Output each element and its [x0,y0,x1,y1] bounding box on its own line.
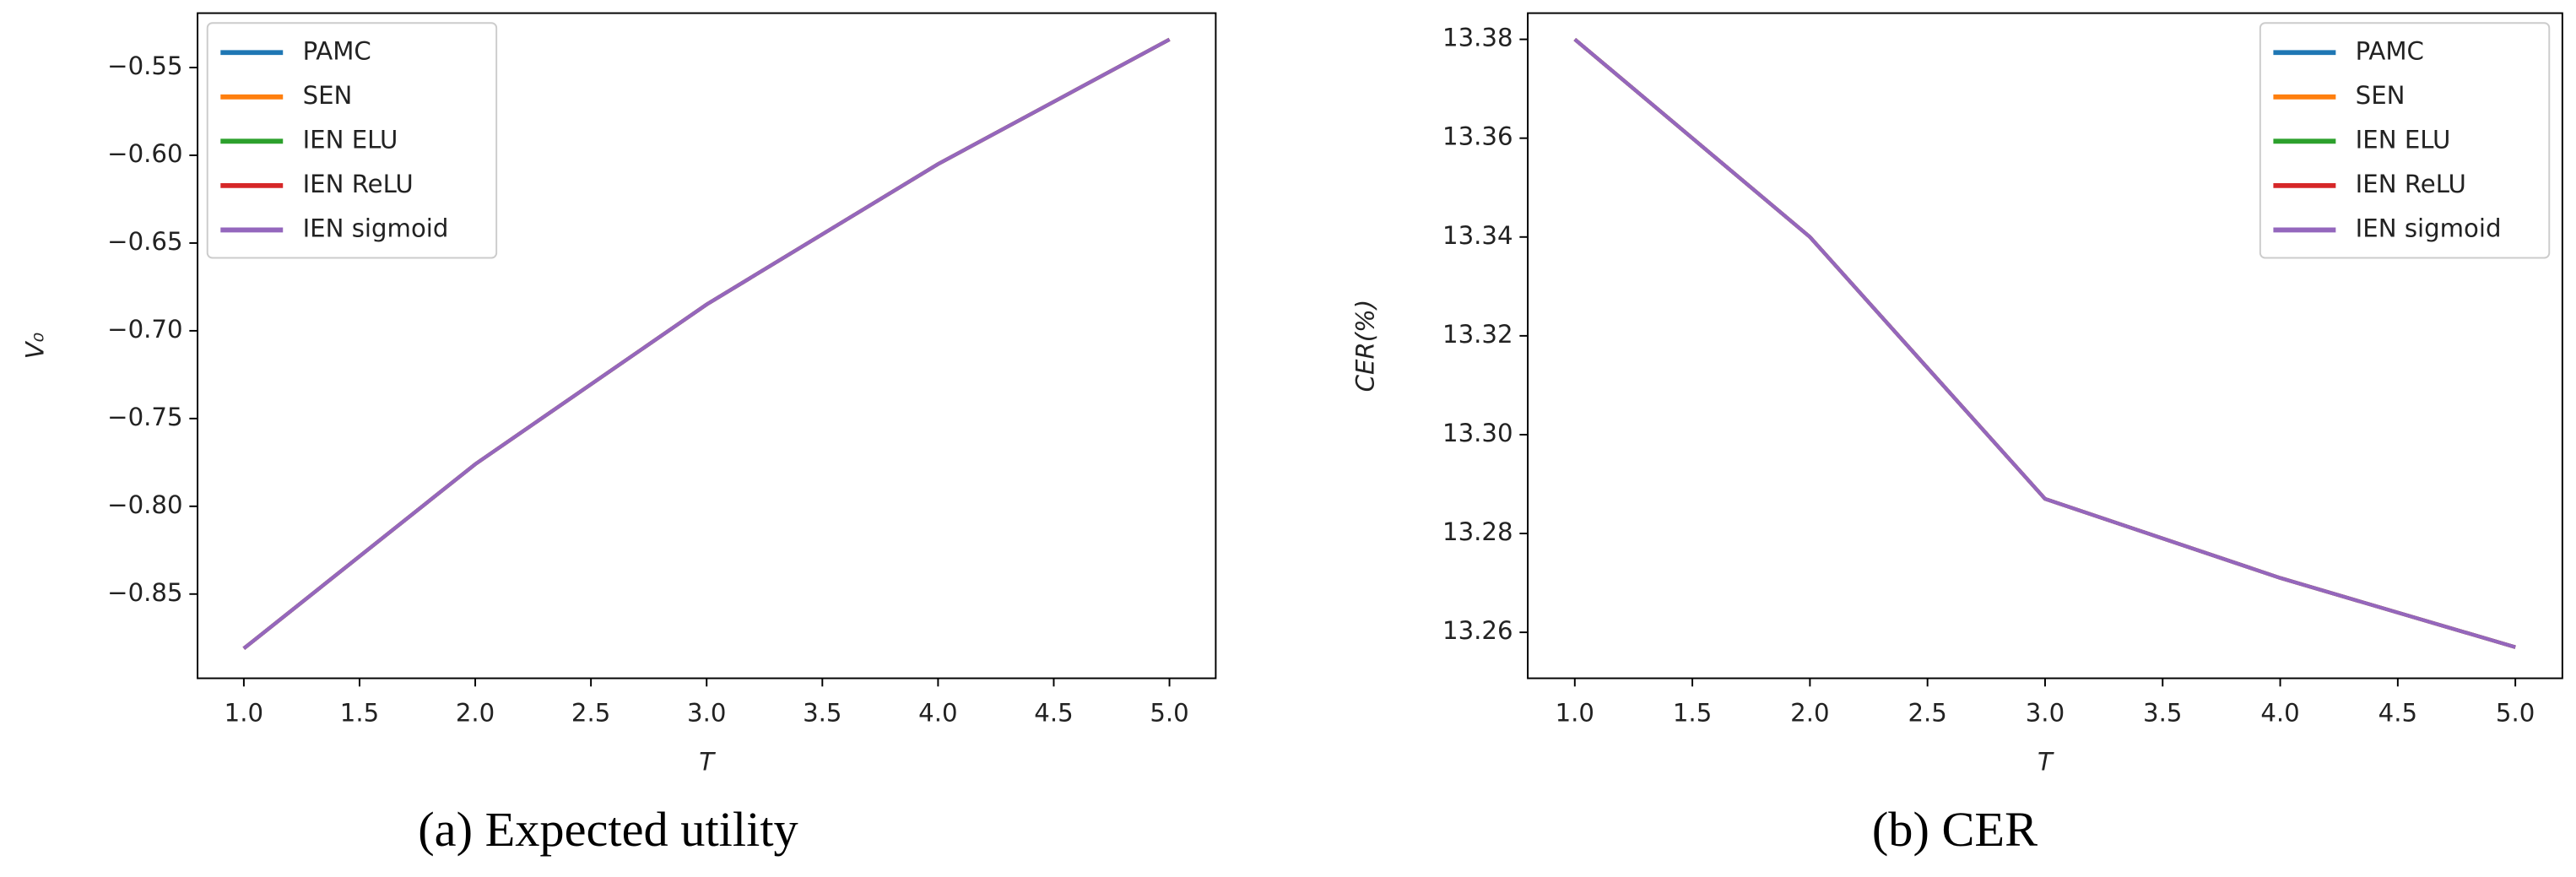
legend-label: IEN ReLU [2356,170,2466,198]
legend-label: IEN ELU [303,125,398,154]
y-tick-label: 13.30 [1442,419,1513,447]
x-tick-label: 3.0 [687,698,726,727]
legend-label: PAMC [303,36,371,65]
y-tick-label: −0.80 [107,490,182,519]
x-tick-label: 4.5 [1034,698,1073,727]
x-tick-label: 4.0 [918,698,957,727]
caption: (b) CER [1872,802,2038,857]
y-tick-label: −0.75 [107,403,182,431]
legend-label: IEN sigmoid [2356,214,2502,242]
y-axis-label: CER(%) [1350,300,1379,392]
y-tick-label: −0.55 [107,51,182,80]
x-axis-label: T [699,748,716,777]
y-axis-label: V₀ [20,332,49,359]
y-tick-label: 13.38 [1442,24,1513,52]
x-axis-label: T [2038,748,2054,777]
x-tick-label: 2.0 [1790,698,1829,727]
x-tick-label: 1.5 [1673,698,1712,727]
x-tick-label: 2.0 [456,698,495,727]
y-tick-label: 13.32 [1442,320,1513,349]
legend-label: IEN ELU [2356,125,2451,154]
x-tick-label: 1.0 [1556,698,1594,727]
x-tick-label: 2.5 [571,698,610,727]
y-tick-label: 13.28 [1442,517,1513,546]
caption: (a) Expected utility [418,802,798,857]
legend-box [2259,22,2551,259]
x-tick-label: 5.0 [1150,698,1188,727]
x-tick-label: 2.5 [1908,698,1946,727]
legend-label: IEN sigmoid [303,214,449,242]
legend-box [206,22,498,259]
y-tick-label: −0.65 [107,227,182,256]
y-tick-label: −0.60 [107,139,182,168]
x-tick-label: 5.0 [2496,698,2535,727]
axes-frame [197,12,1217,679]
legend-label: SEN [2356,81,2406,110]
y-tick-label: 13.34 [1442,221,1513,250]
x-tick-label: 4.5 [2378,698,2417,727]
y-tick-label: 13.36 [1442,122,1513,151]
y-tick-label: −0.85 [107,578,182,607]
series-line [1573,37,2516,649]
axes-frame [1527,12,2563,679]
y-tick-label: −0.70 [107,315,182,344]
x-tick-label: 3.5 [803,698,842,727]
legend-label: SEN [303,81,353,110]
x-tick-label: 1.0 [225,698,263,727]
x-tick-label: 3.5 [2143,698,2182,727]
x-tick-label: 3.0 [2026,698,2065,727]
x-tick-label: 1.5 [340,698,379,727]
x-tick-label: 4.0 [2260,698,2299,727]
legend-label: IEN ReLU [303,170,414,198]
legend-label: PAMC [2356,36,2424,65]
series-line [242,37,1171,650]
y-tick-label: 13.26 [1442,616,1513,645]
